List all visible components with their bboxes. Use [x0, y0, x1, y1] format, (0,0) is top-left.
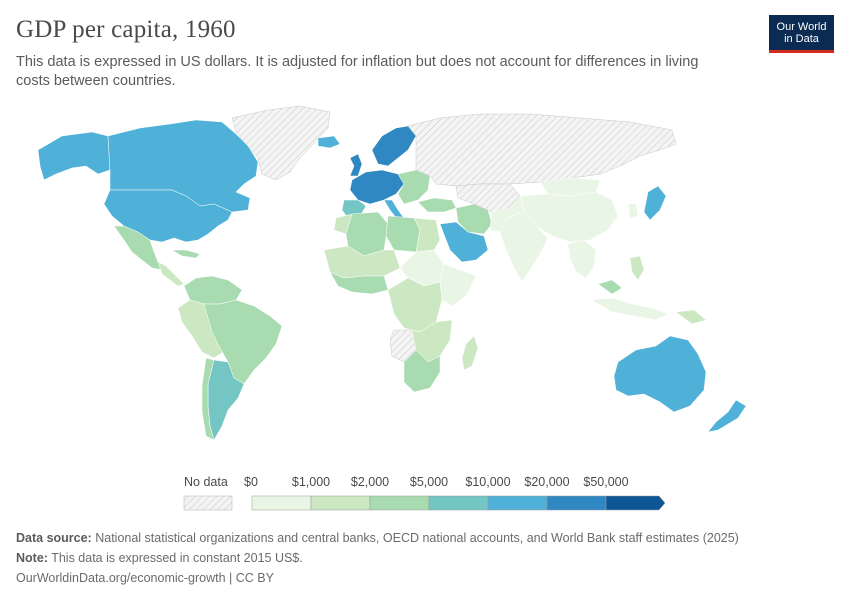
- region-southeast-asia[interactable]: [567, 239, 597, 279]
- legend-label-0: $0: [244, 475, 258, 489]
- legend-swatch-4[interactable]: [487, 495, 548, 511]
- country-pakistan[interactable]: [489, 195, 525, 233]
- region-scandinavia[interactable]: [371, 125, 417, 167]
- legend-label-6: $50,000: [583, 475, 628, 489]
- country-new-zealand[interactable]: [707, 399, 747, 433]
- region-northern-south-america[interactable]: [183, 275, 243, 305]
- legend-swatch-2[interactable]: [369, 495, 430, 511]
- legend-bins: $0 $1,000 $2,000 $5,000 $10,000 $20,000 $50,00…: [244, 475, 666, 511]
- region-central-america[interactable]: [157, 261, 185, 287]
- map-legend: No data $0 $1,000 $2,000 $5,000 $10,000 $20,0…: [0, 472, 850, 512]
- country-australia[interactable]: [613, 335, 707, 413]
- region-horn-of-africa[interactable]: [439, 263, 477, 307]
- legend-label-3: $5,000: [410, 475, 448, 489]
- country-libya[interactable]: [385, 215, 421, 253]
- note-label: Note:: [16, 551, 48, 565]
- note-text: This data is expressed in constant 2015 …: [51, 551, 303, 565]
- region-malaysia[interactable]: [597, 279, 623, 295]
- legend-no-data-swatch: [183, 495, 233, 511]
- country-usa-alaska[interactable]: [37, 131, 111, 181]
- legend-label-2: $2,000: [351, 475, 389, 489]
- source-label: Data source:: [16, 531, 92, 545]
- legend-swatch-3[interactable]: [428, 495, 489, 511]
- source-url[interactable]: OurWorldinData.org/economic-growth | CC …: [16, 571, 274, 585]
- country-iceland[interactable]: [317, 135, 341, 149]
- chart-title: GDP per capita, 1960: [16, 16, 236, 43]
- legend-swatch-6[interactable]: [605, 495, 666, 511]
- country-uk[interactable]: [349, 153, 363, 177]
- country-south-africa[interactable]: [403, 349, 441, 393]
- legend-swatch-1[interactable]: [310, 495, 371, 511]
- source-text: National statistical organizations and c…: [95, 531, 739, 545]
- country-madagascar[interactable]: [461, 335, 479, 371]
- country-indonesia[interactable]: [591, 297, 669, 321]
- chart-footer: Data source: National statistical organi…: [16, 528, 739, 588]
- country-india[interactable]: [499, 211, 549, 283]
- chart-subtitle: This data is expressed in US dollars. It…: [16, 54, 699, 89]
- country-turkey[interactable]: [417, 197, 457, 213]
- legend-label-4: $10,000: [465, 475, 510, 489]
- owid-logo[interactable]: Our World in Data: [769, 15, 834, 53]
- region-caribbean[interactable]: [171, 249, 201, 259]
- region-central-africa[interactable]: [387, 277, 443, 333]
- legend-swatch-0[interactable]: [251, 495, 312, 511]
- country-chile[interactable]: [201, 357, 215, 441]
- legend-no-data-label: No data: [184, 475, 228, 489]
- country-papua-new-guinea[interactable]: [675, 309, 707, 325]
- country-south-korea[interactable]: [627, 203, 639, 219]
- country-brazil[interactable]: [203, 299, 283, 385]
- country-russia[interactable]: [407, 113, 677, 187]
- country-saudi-arabia[interactable]: [439, 221, 489, 263]
- source-line: Data source: National statistical organi…: [16, 528, 739, 548]
- legend-swatch-5[interactable]: [546, 495, 607, 511]
- note-line: Note: This data is expressed in constant…: [16, 548, 739, 568]
- legend-label-1: $1,000: [292, 475, 330, 489]
- world-map[interactable]: [0, 100, 850, 470]
- country-philippines[interactable]: [629, 255, 645, 281]
- region-western-europe[interactable]: [349, 169, 405, 205]
- logo-line-2: in Data: [784, 32, 819, 45]
- legend-label-5: $20,000: [524, 475, 569, 489]
- region-eastern-europe[interactable]: [397, 169, 431, 205]
- logo-line-1: Our World: [776, 20, 827, 33]
- country-japan[interactable]: [643, 185, 667, 221]
